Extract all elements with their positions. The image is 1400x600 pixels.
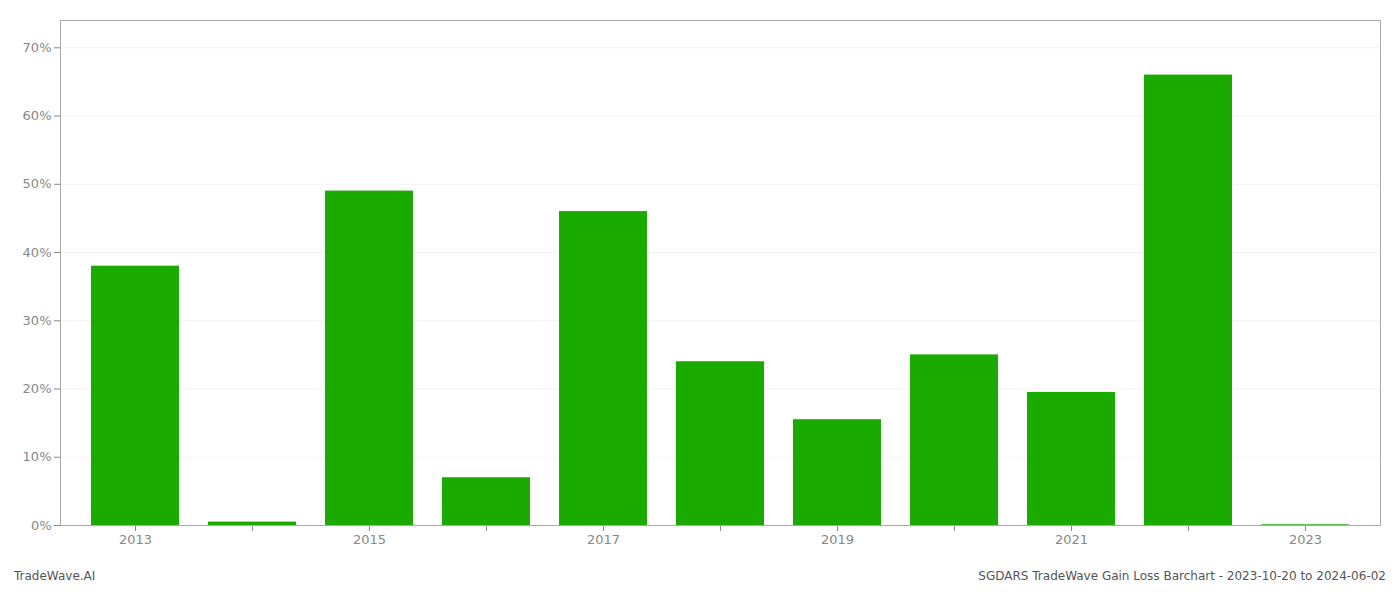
svg-text:50%: 50% <box>23 176 52 191</box>
html-text:TradeWave.AI: TradeWave.AI <box>14 569 96 583</box>
svg-text:30%: 30% <box>23 313 52 328</box>
svg-text:10%: 10% <box>23 449 52 464</box>
svg-text:2021: 2021 <box>1055 532 1088 547</box>
svg-text:0%: 0% <box>31 518 52 533</box>
svg-text:70%: 70% <box>23 40 52 55</box>
svg-text:2017: 2017 <box>587 532 620 547</box>
svg-text:2023: 2023 <box>1289 532 1322 547</box>
svg-text:40%: 40% <box>23 245 52 260</box>
html-text:SGDARS TradeWave Gain Loss Bar: SGDARS TradeWave Gain Loss Barchart - 20… <box>978 569 1386 583</box>
svg-text:60%: 60% <box>23 108 52 123</box>
svg-text:2019: 2019 <box>821 532 854 547</box>
svg-text:20%: 20% <box>23 381 52 396</box>
svg-text:2013: 2013 <box>119 532 152 547</box>
svg-text:2015: 2015 <box>353 532 386 547</box>
